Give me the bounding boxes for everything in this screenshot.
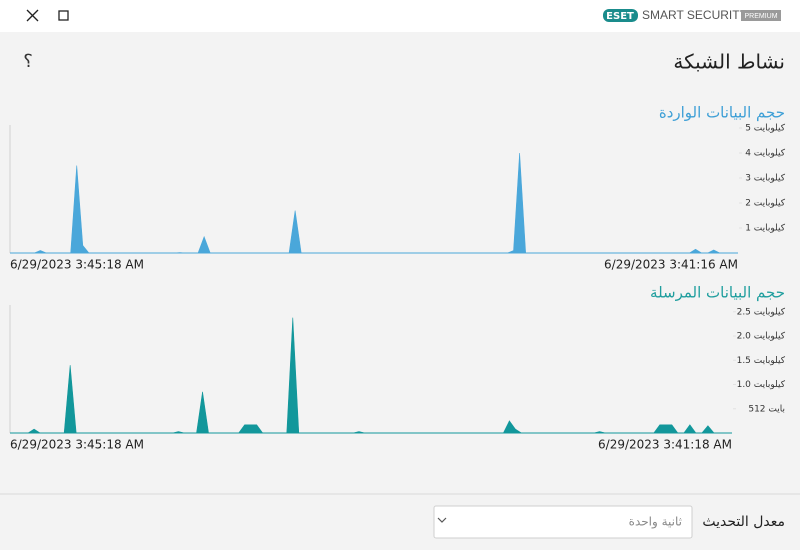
- area: [10, 152, 738, 254]
- refresh-dropdown[interactable]: [433, 505, 693, 539]
- title-bar: [0, 0, 800, 32]
- page-title: نشاط الشبكة: [673, 50, 785, 74]
- y-tick-label: 1.5 كيلوبايت: [737, 356, 786, 366]
- chart-title: حجم البيانات المرسلة: [650, 284, 785, 302]
- dropdown-value: ثانية واحدة: [629, 515, 682, 530]
- y-tick-label: 1.0 كيلوبايت: [737, 380, 786, 390]
- x-label-end: 6/29/2023 3:41:16 AM: [604, 258, 738, 272]
- y-tick-label: 2 كيلوبايت: [745, 199, 786, 209]
- product-name: SMART SECURITY: [642, 8, 748, 22]
- edition: PREMIUM: [744, 13, 777, 20]
- close-button[interactable]: [26, 9, 39, 22]
- brand-logo: [603, 9, 638, 22]
- maximize-button[interactable]: [58, 10, 69, 21]
- y-tick-label: 2.0 كيلوبايت: [737, 332, 786, 342]
- refresh-label: معدل التحديث: [702, 514, 785, 530]
- y-tick-label: 3 كيلوبايت: [745, 174, 786, 184]
- y-tick-label: 1 كيلوبايت: [745, 224, 786, 234]
- y-tick-label: 2.5 كيلوبايت: [737, 307, 786, 317]
- area: [10, 317, 732, 434]
- help-button[interactable]: ؟: [23, 51, 33, 72]
- edition-badge: [741, 10, 781, 21]
- x-label-start: 6/29/2023 3:45:18 AM: [10, 438, 144, 452]
- dropdown-chevron: [437, 517, 447, 523]
- y-tick-label: 5 كيلوبايت: [745, 124, 786, 134]
- x-label-start: 6/29/2023 3:45:18 AM: [10, 258, 144, 272]
- brand: ESET: [606, 11, 634, 22]
- chart-title: حجم البيانات الواردة: [659, 104, 785, 122]
- y-tick-label: 4 كيلوبايت: [745, 149, 786, 159]
- y-tick-label: 512 بايت: [748, 404, 785, 414]
- x-label-end: 6/29/2023 3:41:18 AM: [598, 438, 732, 452]
